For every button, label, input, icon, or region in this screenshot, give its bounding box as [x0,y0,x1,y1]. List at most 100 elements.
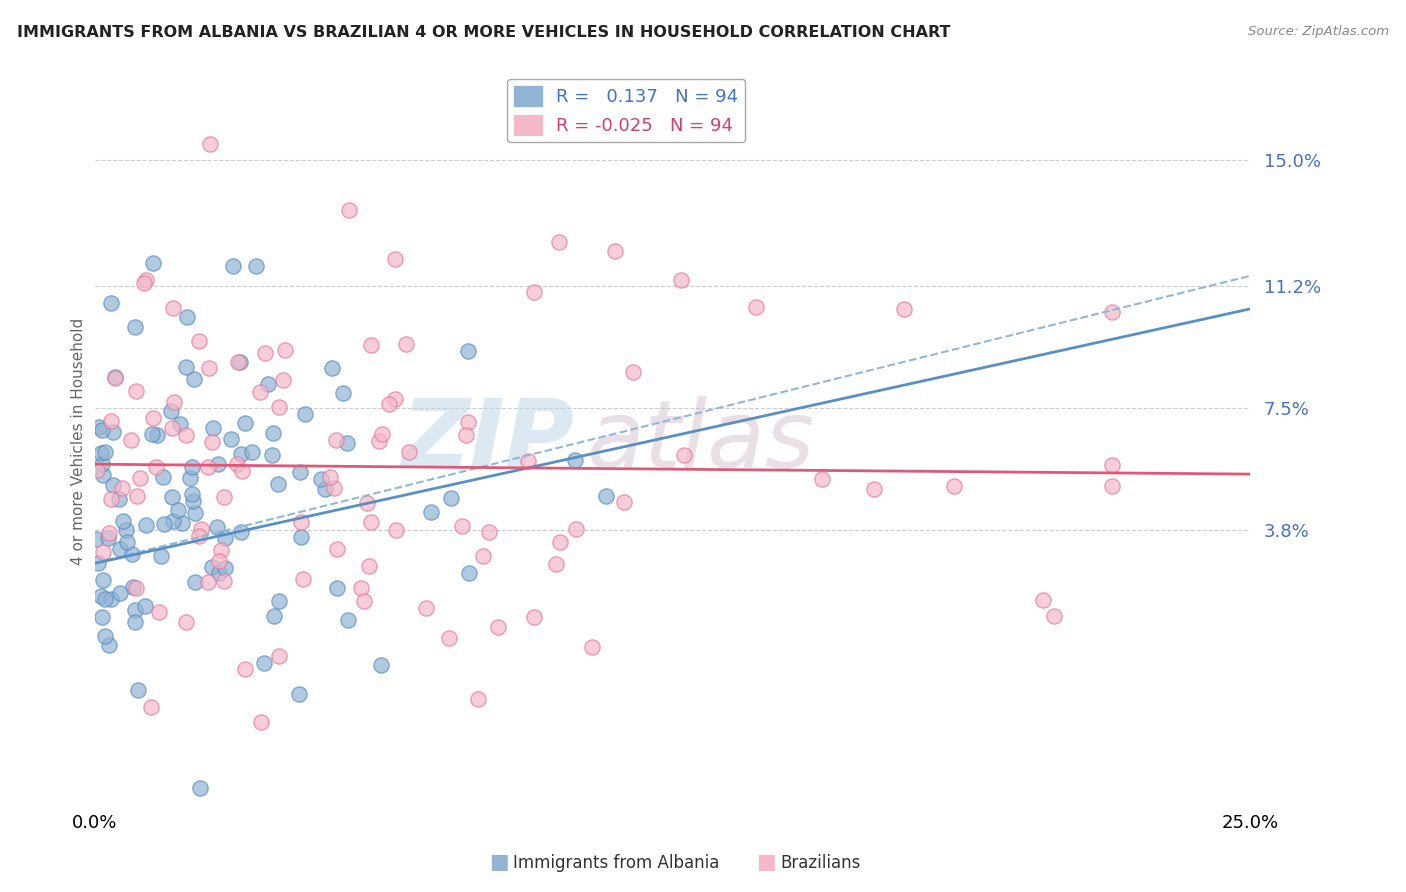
Point [135,272,157,286]
Point [187,529,209,543]
Text: ZIP: ZIP [401,395,574,487]
Point [415,601,437,615]
Point [201,434,224,449]
Text: ■: ■ [489,853,509,872]
Point [176,310,198,325]
Text: Source: ZipAtlas.com: Source: ZipAtlas.com [1249,25,1389,38]
Point [96,531,118,545]
Point [198,360,221,375]
Point [395,337,418,351]
Point [360,337,382,351]
Point [181,486,204,500]
Point [1101,305,1123,319]
Point [153,516,176,531]
Text: IMMIGRANTS FROM ALBANIA VS BRAZILIAN 4 OR MORE VEHICLES IN HOUSEHOLD CORRELATION: IMMIGRANTS FROM ALBANIA VS BRAZILIAN 4 O… [17,25,950,40]
Point [291,572,314,586]
Point [353,593,375,607]
Point [356,496,378,510]
Point [124,320,146,334]
Point [201,559,224,574]
Point [86,533,108,547]
Point [326,541,349,556]
Point [229,355,252,369]
Point [893,301,915,316]
Point [183,372,205,386]
Point [90,445,112,459]
Point [135,518,157,533]
Point [169,417,191,431]
Point [174,615,197,630]
Point [103,370,125,384]
Point [90,589,112,603]
Point [245,259,267,273]
Point [440,491,463,505]
Point [309,472,332,486]
Text: Immigrants from Albania: Immigrants from Albania [513,855,720,872]
Point [108,542,131,557]
Point [209,542,232,557]
Point [942,479,965,493]
Point [180,460,202,475]
Point [100,414,122,428]
Point [240,444,263,458]
Point [420,505,443,519]
Point [384,523,406,537]
Point [811,472,834,486]
Point [187,334,209,348]
Point [458,566,481,580]
Point [162,395,184,409]
Point [222,259,245,273]
Point [252,657,274,671]
Point [288,686,311,700]
Point [745,300,768,314]
Point [127,489,149,503]
Point [273,343,295,357]
Point [89,420,111,434]
Point [267,594,290,608]
Point [87,557,110,571]
Point [546,558,568,572]
Point [516,454,538,468]
Point [121,434,143,448]
Point [357,559,380,574]
Point [214,531,236,545]
Point [170,516,193,530]
Point [132,276,155,290]
Point [114,523,136,537]
Point [262,448,284,462]
Point [263,609,285,624]
Point [167,503,190,517]
Point [219,432,242,446]
Point [124,615,146,630]
Point [214,561,236,575]
Point [127,683,149,698]
Point [398,445,420,459]
Point [208,554,231,568]
Point [103,477,125,491]
Point [179,471,201,485]
Point [104,371,127,385]
Point [472,549,495,563]
Point [290,515,312,529]
Point [437,631,460,645]
Point [564,453,586,467]
Point [101,425,124,439]
Point [122,580,145,594]
Point [212,574,235,589]
Point [595,489,617,503]
Point [197,574,219,589]
Point [332,385,354,400]
Point [262,425,284,440]
Point [160,490,183,504]
Point [1043,608,1066,623]
Point [614,103,637,118]
Point [134,599,156,614]
Point [378,397,401,411]
Point [190,522,212,536]
Point [141,427,163,442]
Point [253,346,276,360]
Point [91,545,114,559]
Point [290,466,312,480]
Point [233,416,256,430]
Point [174,427,197,442]
